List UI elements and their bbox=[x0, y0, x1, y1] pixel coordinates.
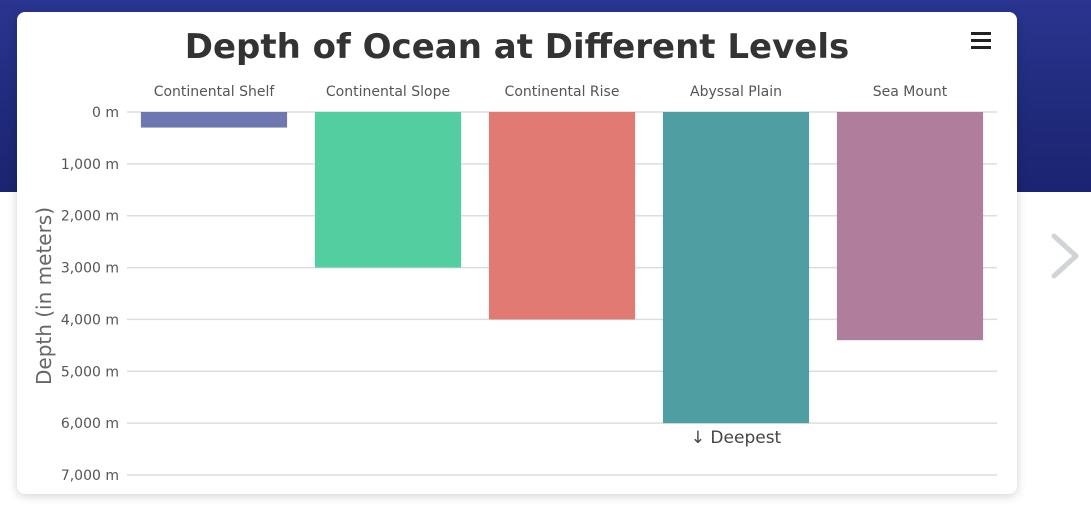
y-tick-label: 1,000 m bbox=[61, 157, 119, 173]
bar-continental-shelf[interactable] bbox=[140, 112, 288, 128]
y-tick-label: 4,000 m bbox=[61, 312, 119, 328]
bars bbox=[140, 112, 984, 424]
y-tick-label: 0 m bbox=[92, 105, 119, 121]
bar-continental-slope[interactable] bbox=[314, 112, 462, 268]
x-tick-label: Continental Slope bbox=[326, 84, 450, 100]
bar-continental-rise[interactable] bbox=[488, 112, 636, 320]
next-slide-button[interactable] bbox=[1044, 228, 1088, 284]
hamburger-menu-icon bbox=[969, 30, 993, 52]
y-tick-label: 2,000 m bbox=[61, 209, 119, 225]
bar-abyssal-plain[interactable] bbox=[662, 112, 810, 424]
annotation-deepest: ↓ Deepest bbox=[691, 428, 782, 448]
x-tick-label: Continental Rise bbox=[505, 84, 620, 100]
y-axis-ticks: 0 m 1,000 m 2,000 m 3,000 m 4,000 m 5,000 m 6,… bbox=[61, 105, 119, 484]
x-tick-label: Continental Shelf bbox=[154, 84, 276, 100]
y-tick-label: 7,000 m bbox=[61, 468, 119, 484]
annotations: ↓ Deepest bbox=[691, 428, 782, 448]
chevron-right-icon bbox=[1051, 233, 1079, 279]
chart-title: Depth of Ocean at Different Levels bbox=[185, 27, 849, 67]
y-tick-label: 6,000 m bbox=[61, 416, 119, 432]
chart-svg: Depth of Ocean at Different Levels Depth… bbox=[32, 27, 997, 484]
y-tick-label: 5,000 m bbox=[61, 364, 119, 380]
chart-card: Depth of Ocean at Different Levels Depth… bbox=[17, 12, 1017, 494]
x-axis-labels: Continental Shelf Continental Slope Contin… bbox=[154, 84, 948, 100]
bar-sea-mount[interactable] bbox=[836, 112, 984, 341]
chart-menu-button[interactable] bbox=[969, 30, 993, 52]
y-tick-label: 3,000 m bbox=[61, 261, 119, 277]
y-axis-label: Depth (in meters) bbox=[32, 207, 56, 385]
x-tick-label: Abyssal Plain bbox=[690, 84, 782, 100]
x-tick-label: Sea Mount bbox=[873, 84, 948, 100]
